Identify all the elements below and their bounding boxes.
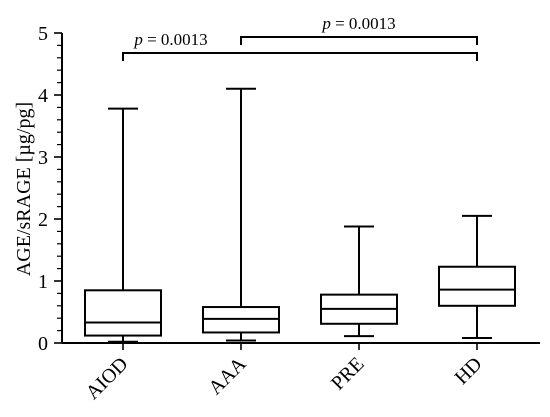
x-tick-label: HD (451, 353, 487, 389)
p-symbol: p (321, 14, 331, 33)
x-tick-label: PRE (327, 353, 368, 394)
y-axis: 0 1 2 3 4 5 (38, 23, 63, 355)
p-symbol: p (133, 30, 143, 49)
y-tick-label: 2 (38, 209, 48, 231)
x-tick-label: AAA (204, 353, 251, 400)
x-axis: AIOD AAA PRE HD (62, 342, 540, 404)
p-value-label: p = 0.0013 (321, 14, 395, 33)
box-series (84, 87, 516, 343)
box-hd (438, 214, 516, 340)
box-aaa (202, 87, 280, 342)
p-value: = 0.0013 (331, 14, 396, 33)
y-tick-label: 5 (38, 23, 48, 45)
box-pre (320, 225, 398, 338)
y-axis-label: AGE/sRAGE [µg/pg] (13, 102, 35, 276)
significance-bracket (240, 36, 478, 45)
significance-bracket (122, 52, 478, 61)
y-tick-label: 1 (38, 271, 48, 293)
y-tick-label: 3 (38, 147, 48, 169)
iqr-box (438, 265, 516, 307)
iqr-box (84, 289, 162, 337)
p-value-label: p = 0.0013 (133, 30, 207, 49)
box-aiod (84, 107, 162, 343)
x-tick-label: AIOD (82, 353, 133, 404)
y-tick-label: 4 (38, 85, 48, 107)
p-value: = 0.0013 (143, 30, 208, 49)
y-tick-label: 0 (38, 333, 48, 355)
